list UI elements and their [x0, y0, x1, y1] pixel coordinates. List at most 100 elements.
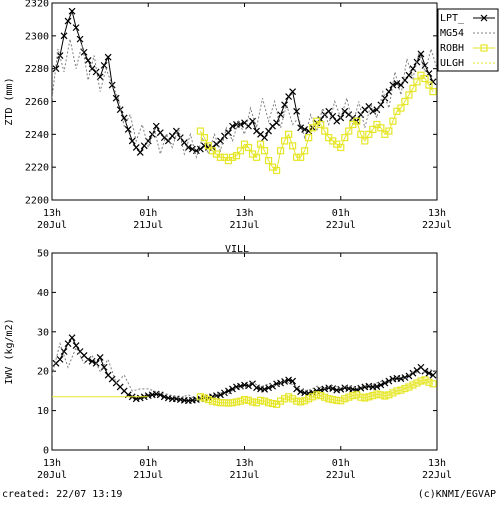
- data-point-lpt-: [289, 88, 297, 96]
- data-point-robh: [413, 379, 421, 387]
- data-point-lpt-: [136, 148, 144, 156]
- x-tick-date-label: 21Jul: [133, 470, 163, 481]
- data-point-lpt-: [429, 78, 437, 86]
- data-point-lpt-: [168, 132, 176, 140]
- series-line-mg54: [52, 38, 437, 160]
- data-point-lpt-: [56, 355, 64, 363]
- data-point-robh: [393, 387, 401, 395]
- data-point-robh: [252, 399, 261, 407]
- data-point-lpt-: [397, 81, 405, 89]
- data-point-lpt-: [377, 101, 385, 109]
- data-point-robh: [252, 153, 261, 161]
- x-tick-label: 01h: [139, 458, 157, 469]
- data-point-robh: [264, 157, 273, 165]
- data-point-lpt-: [377, 381, 385, 389]
- data-point-lpt-: [184, 144, 192, 151]
- data-point-lpt-: [401, 374, 409, 381]
- data-point-lpt-: [128, 137, 136, 145]
- data-point-lpt-: [72, 342, 80, 350]
- data-point-robh: [309, 124, 317, 132]
- data-point-lpt-: [365, 103, 373, 110]
- data-point-lpt-: [285, 376, 293, 384]
- data-point-robh: [244, 396, 253, 404]
- data-point-robh: [329, 395, 337, 404]
- data-point-robh: [397, 104, 405, 112]
- data-point-lpt-: [309, 389, 317, 396]
- data-point-lpt-: [60, 348, 68, 355]
- chart-panel-2: 0102030405013h20Jul01h21Jul13h21Jul01h22…: [4, 249, 452, 482]
- data-point-lpt-: [385, 377, 393, 385]
- legend-box: [437, 8, 499, 72]
- data-point-lpt-: [357, 384, 365, 392]
- x-tick-label: 13h: [235, 208, 253, 219]
- created-timestamp: created: 22/07 13:19: [2, 489, 122, 500]
- x-tick-date-label: 22Jul: [326, 220, 356, 231]
- data-point-lpt-: [120, 114, 128, 122]
- data-point-lpt-: [277, 111, 285, 119]
- data-point-robh: [429, 380, 437, 388]
- data-point-lpt-: [104, 53, 112, 61]
- x-tick-label: 13h: [43, 208, 61, 219]
- data-point-lpt-: [261, 134, 268, 142]
- data-point-lpt-: [180, 139, 188, 146]
- x-tick-date-label: 22Jul: [422, 220, 452, 231]
- x-tick-label: 01h: [332, 208, 350, 219]
- data-point-lpt-: [429, 371, 437, 379]
- data-point-lpt-: [188, 145, 196, 153]
- data-point-lpt-: [425, 369, 433, 377]
- data-point-robh: [228, 399, 237, 407]
- data-point-lpt-: [124, 125, 132, 133]
- data-point-robh: [325, 395, 333, 403]
- x-tick-date-label: 21Jul: [133, 220, 163, 231]
- data-point-lpt-: [80, 48, 88, 56]
- series-layer: [52, 7, 437, 175]
- data-point-lpt-: [64, 17, 72, 25]
- data-point-robh: [232, 398, 241, 406]
- legend-label-lpt-: LPT_: [440, 13, 465, 24]
- data-point-robh: [248, 398, 257, 406]
- data-point-lpt-: [265, 384, 272, 392]
- data-point-robh: [401, 384, 409, 393]
- data-point-robh: [204, 395, 213, 404]
- data-point-robh: [333, 396, 341, 404]
- y-axis-label: IWV (kg/m2): [4, 318, 15, 384]
- data-point-robh: [301, 147, 309, 155]
- data-point-robh: [369, 125, 377, 134]
- data-point-robh: [337, 397, 345, 405]
- y-tick-label: 0: [43, 446, 49, 457]
- data-point-lpt-: [68, 7, 76, 15]
- data-point-lpt-: [229, 385, 236, 393]
- data-point-robh: [220, 399, 229, 407]
- data-point-robh: [409, 381, 417, 389]
- data-point-robh: [276, 147, 285, 155]
- data-point-lpt-: [96, 353, 104, 361]
- x-tick-label: 13h: [43, 458, 61, 469]
- data-point-robh: [361, 394, 369, 402]
- data-point-lpt-: [68, 334, 76, 342]
- data-point-robh: [260, 397, 269, 405]
- data-point-robh: [405, 383, 413, 391]
- data-point-robh: [321, 127, 329, 135]
- data-point-robh: [377, 391, 385, 399]
- data-point-robh: [276, 397, 285, 405]
- data-point-robh: [196, 393, 204, 401]
- data-point-lpt-: [148, 130, 156, 138]
- legend: LPT_ MG54 ROBH ULGH: [437, 8, 499, 72]
- data-point-robh: [365, 393, 373, 401]
- data-point-lpt-: [221, 389, 228, 397]
- data-point-robh: [385, 391, 393, 399]
- y-tick-label: 10: [37, 406, 49, 417]
- legend-label-robh: ROBH: [440, 43, 464, 54]
- data-point-robh: [417, 377, 425, 385]
- series-layer: [52, 334, 437, 408]
- data-point-lpt-: [60, 32, 68, 40]
- data-point-lpt-: [389, 81, 397, 89]
- data-point-robh: [401, 97, 409, 106]
- data-point-robh: [389, 389, 397, 397]
- data-point-robh: [353, 391, 361, 399]
- series-line-mg54: [52, 341, 437, 401]
- data-point-lpt-: [132, 144, 140, 151]
- data-point-robh: [285, 393, 293, 401]
- data-point-lpt-: [72, 24, 80, 32]
